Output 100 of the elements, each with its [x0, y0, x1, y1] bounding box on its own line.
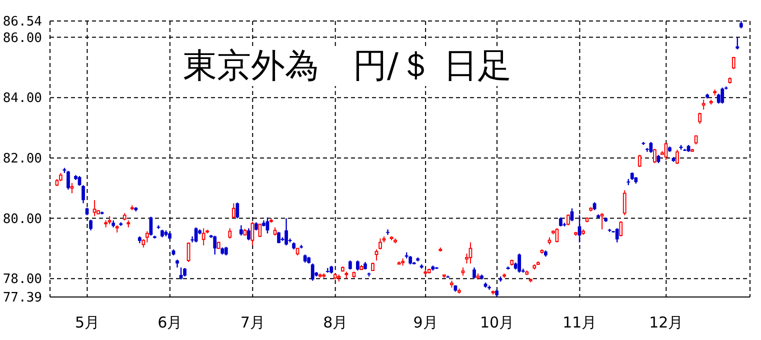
candlestick [213, 236, 217, 254]
candlestick [525, 270, 529, 276]
candlestick [348, 260, 352, 270]
candlestick [698, 112, 702, 124]
candlestick [364, 262, 367, 270]
candlestick [548, 236, 552, 246]
candlestick [668, 146, 672, 152]
y-tick-label: 82.00 [2, 152, 42, 167]
candlestick [284, 218, 288, 246]
candlestick [153, 236, 156, 238]
y-tick-label: 77.39 [2, 290, 42, 306]
candlestick [340, 266, 344, 272]
candlestick [130, 204, 134, 211]
candlestick [427, 268, 431, 274]
y-tick-label: 86.00 [2, 30, 42, 46]
candlestick [480, 274, 484, 280]
candlestick [356, 260, 360, 270]
candlestick [394, 238, 397, 244]
candlestick [270, 218, 273, 224]
candlestick [176, 260, 179, 268]
candlestick [239, 225, 243, 236]
candlestick [202, 228, 206, 246]
candlestick [149, 216, 153, 236]
candlestick [85, 208, 89, 216]
candlestick [653, 148, 656, 164]
candlestick [544, 250, 548, 257]
x-tick-label: 11月 [562, 314, 597, 332]
candlestick [273, 226, 277, 236]
candlestick [732, 56, 736, 70]
candlestick [528, 278, 532, 283]
candlestick [401, 258, 405, 266]
candlestick [739, 21, 743, 28]
candlestick [186, 242, 190, 263]
candlestick [438, 247, 442, 252]
candlestick [134, 207, 138, 212]
candlestick [318, 272, 322, 278]
candlestick [498, 276, 502, 282]
candlestick [694, 134, 698, 145]
candlestick [115, 224, 119, 233]
candlestick [112, 220, 116, 228]
candlestick [126, 220, 130, 228]
candlestick [728, 76, 732, 84]
candlestick [330, 266, 334, 274]
candlestick [352, 271, 356, 278]
candlestick [424, 269, 428, 276]
candlestick [585, 216, 589, 223]
candlestick [250, 221, 254, 246]
candlestick [566, 214, 570, 226]
candlestick [397, 260, 401, 265]
candlestick [374, 248, 378, 261]
candlestick [216, 241, 220, 250]
candlestick [160, 230, 164, 238]
y-tick-label: 78.00 [2, 272, 42, 288]
candlestick [706, 94, 710, 99]
x-tick-label: 8月 [323, 314, 348, 332]
candlestick [360, 264, 364, 271]
candlestick [303, 254, 307, 263]
candlestick [322, 272, 326, 278]
candlestick [713, 88, 717, 96]
candlestick [450, 280, 454, 288]
candlestick [622, 190, 626, 216]
candlestick [709, 99, 713, 106]
candlestick [236, 202, 240, 218]
candlestick [431, 266, 435, 270]
candlestick [596, 214, 600, 218]
x-tick-label: 7月 [240, 314, 265, 332]
candlestick [630, 172, 634, 180]
candlestick [333, 272, 337, 280]
candlestick [168, 232, 172, 240]
candlestick [518, 254, 522, 273]
candlestick [664, 142, 668, 161]
candlestick [390, 236, 394, 241]
candlestick [634, 176, 638, 184]
candlestick [604, 218, 608, 222]
x-tick-label: 9月 [413, 314, 438, 332]
candlestick [559, 217, 562, 226]
candlestick [277, 232, 280, 244]
candlestick [92, 200, 96, 217]
x-tick-label: 10月 [480, 314, 514, 332]
candlestick [506, 266, 510, 270]
candlestick [224, 246, 228, 256]
candlestick [488, 286, 491, 290]
candlestick [59, 172, 62, 182]
candlestick [442, 274, 446, 278]
candlestick [582, 228, 585, 236]
candlestick [472, 267, 476, 279]
candlestick [574, 231, 578, 236]
candlestick [555, 228, 559, 243]
candlestick [344, 271, 348, 280]
candlestick [228, 228, 232, 239]
candlestick [378, 238, 382, 250]
candlestick [100, 212, 104, 214]
candlestick [254, 222, 258, 230]
candlestick [296, 247, 300, 256]
candlestick [82, 185, 85, 204]
candlestick [220, 248, 224, 254]
candlestick [540, 248, 544, 254]
candlestick [156, 225, 160, 229]
candlestick [676, 149, 679, 164]
candlestick [371, 262, 374, 272]
